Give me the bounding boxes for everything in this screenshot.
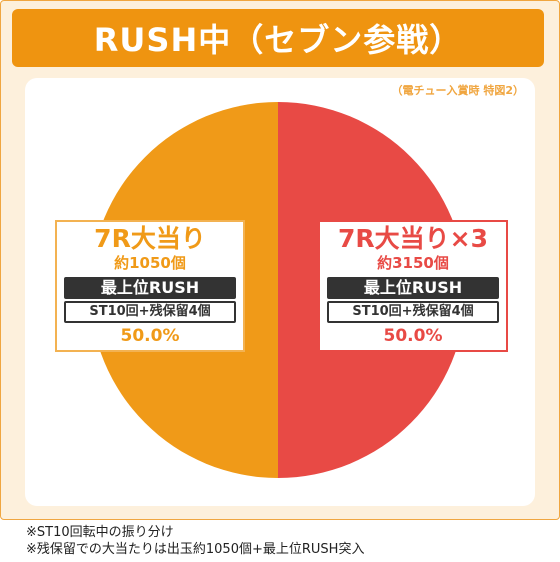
slice-rush-badge: 最上位RUSH <box>327 277 499 299</box>
slice-name: 7R大当り×3 <box>338 224 488 253</box>
footnote: ※残保留での大当たりは出玉約1050個+最上位RUSH突入 <box>26 542 365 557</box>
slice-label-right: 7R大当り×3 約3150個 最上位RUSH ST10回+残保留4個 50.0% <box>318 220 508 352</box>
chart-note: （電チュー入賞時 特図2） <box>391 84 524 97</box>
slice-name: 7R大当り <box>94 224 206 253</box>
slice-payout: 約1050個 <box>114 254 186 272</box>
chart-title: RUSH中（セブン参戦） <box>12 9 544 67</box>
slice-st-badge: ST10回+残保留4個 <box>327 301 499 323</box>
slice-percent: 50.0% <box>120 326 180 346</box>
slice-percent: 50.0% <box>383 326 443 346</box>
slice-payout: 約3150個 <box>377 254 449 272</box>
slice-rush-badge: 最上位RUSH <box>64 277 236 299</box>
slice-st-badge: ST10回+残保留4個 <box>64 301 236 323</box>
slice-label-left: 7R大当り 約1050個 最上位RUSH ST10回+残保留4個 50.0% <box>55 220 245 352</box>
footnotes: ※ST10回転中の振り分け ※残保留での大当たりは出玉約1050個+最上位RUS… <box>26 524 364 558</box>
footnote: ※ST10回転中の振り分け <box>26 525 174 540</box>
